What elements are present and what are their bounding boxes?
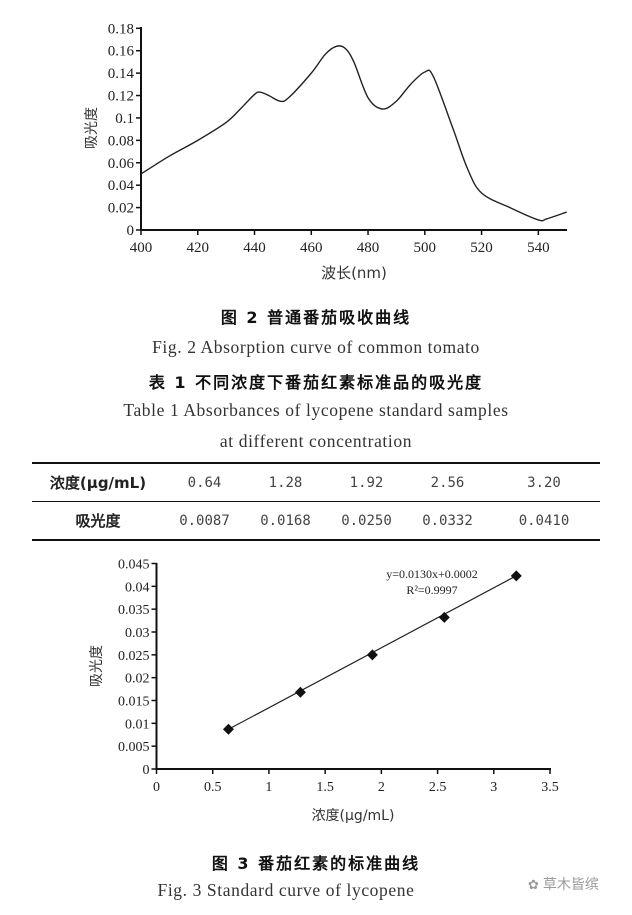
table-cell: 0.0410 <box>488 501 600 541</box>
table-row-concentration: 浓度(μg/mL) 0.64 1.28 1.92 2.56 3.20 <box>32 462 600 502</box>
table-row-absorbance: 吸光度 0.0087 0.0168 0.0250 0.0332 0.0410 <box>32 501 600 541</box>
figure-3-standard-curve-chart: 0 0.005 0.01 0.015 0.02 0.025 0.03 0.035 0.04 0.0… <box>89 558 559 825</box>
x-ticks: 0 0.5 1 1.5 2 2.5 3 3.5 <box>153 769 559 795</box>
figure-3-caption-cn: 图 3 番茄红素的标准曲线 <box>211 854 421 873</box>
wechat-icon: ✿ <box>528 878 539 893</box>
diamond-marker <box>510 570 522 582</box>
diamond-marker <box>294 686 306 698</box>
x-tick-label: 500 <box>414 240 437 256</box>
diamond-marker <box>222 723 234 735</box>
table-cell: 0.0087 <box>164 501 245 541</box>
figure-2-caption-cn: 图 2 普通番茄吸收曲线 <box>220 308 412 327</box>
y-tick-label: 0.1 <box>115 111 134 127</box>
y-tick-label: 0.01 <box>125 717 150 732</box>
y-tick-label: 0.06 <box>108 156 135 172</box>
x-axis-label: 浓度(μg/mL) <box>312 808 395 824</box>
y-tick-label: 0.025 <box>118 649 150 664</box>
y-tick-label: 0.03 <box>125 626 150 641</box>
table-cell: 3.20 <box>488 462 600 502</box>
row-header: 吸光度 <box>32 501 164 541</box>
y-ticks: 0 0.005 0.01 0.015 0.02 0.025 0.03 0.035 0.04 0.0… <box>118 558 157 778</box>
y-tick-label: 0.04 <box>108 178 135 194</box>
y-tick-label: 0.035 <box>118 603 150 618</box>
x-tick-label: 2.5 <box>429 780 447 795</box>
watermark-text: 草木皆缤 <box>542 877 599 893</box>
x-tick-label: 0.5 <box>204 780 222 795</box>
y-tick-label: 0.02 <box>108 201 134 217</box>
figure-3-caption-en: Fig. 3 Standard curve of lycopene <box>157 880 415 900</box>
y-tick-label: 0 <box>143 763 150 778</box>
x-tick-label: 460 <box>300 240 323 256</box>
diamond-marker <box>438 611 450 623</box>
figure-2-absorption-chart: 0 0.02 0.04 0.06 0.08 0.1 0.12 0.14 0.16 0.18 400… <box>84 21 567 282</box>
y-tick-label: 0.015 <box>118 695 150 710</box>
y-tick-label: 0.14 <box>108 66 135 82</box>
table-1-caption-en-line1: Table 1 Absorbances of lycopene standard… <box>123 400 509 420</box>
x-tick-label: 1 <box>265 780 272 795</box>
row-header: 浓度(μg/mL) <box>32 462 164 502</box>
x-tick-label: 480 <box>357 240 380 256</box>
watermark: ✿ 草木皆缤 <box>528 874 599 894</box>
x-tick-label: 420 <box>187 240 210 256</box>
x-tick-label: 1.5 <box>316 780 334 795</box>
y-tick-label: 0.005 <box>118 740 150 755</box>
r-squared-label: R²=0.9997 <box>406 583 457 597</box>
x-tick-label: 540 <box>527 240 550 256</box>
y-tick-label: 0.02 <box>125 672 150 687</box>
table-1-caption-en-line2: at different concentration <box>219 431 413 451</box>
table-cell: 0.0168 <box>245 501 326 541</box>
x-ticks: 400 420 440 460 480 500 520 540 <box>130 230 550 256</box>
x-tick-label: 3.5 <box>541 780 559 795</box>
table-1-caption-cn: 表 1 不同浓度下番茄红素标准品的吸光度 <box>148 373 484 392</box>
y-tick-label: 0.12 <box>108 89 134 105</box>
y-tick-label: 0.16 <box>108 44 135 60</box>
table-cell: 1.92 <box>326 462 407 502</box>
data-points <box>222 570 522 735</box>
diamond-marker <box>366 649 378 661</box>
y-tick-label: 0 <box>127 223 135 239</box>
x-tick-label: 400 <box>130 240 153 256</box>
x-tick-label: 440 <box>243 240 266 256</box>
table-cell: 0.0332 <box>407 501 488 541</box>
axes <box>155 563 551 770</box>
axes <box>140 27 567 231</box>
x-tick-label: 520 <box>470 240 493 256</box>
x-tick-label: 2 <box>378 780 385 795</box>
y-tick-label: 0.08 <box>108 133 134 149</box>
y-tick-label: 0.04 <box>125 580 150 595</box>
x-axis-label: 波长(nm) <box>321 264 387 282</box>
y-axis-label: 吸光度 <box>84 107 100 149</box>
y-tick-label: 0.18 <box>108 21 134 37</box>
absorption-curve <box>140 45 567 222</box>
y-ticks: 0 0.02 0.04 0.06 0.08 0.1 0.12 0.14 0.16 0.18 <box>108 21 141 239</box>
y-tick-label: 0.045 <box>118 558 150 573</box>
table-1-absorbances: 浓度(μg/mL) 0.64 1.28 1.92 2.56 3.20 吸光度 0… <box>32 462 600 541</box>
table-cell: 1.28 <box>245 462 326 502</box>
y-axis-label: 吸光度 <box>89 645 105 687</box>
figure-2-caption-en: Fig. 2 Absorption curve of common tomato <box>152 337 480 357</box>
x-tick-label: 0 <box>153 780 160 795</box>
table-cell: 0.0250 <box>326 501 407 541</box>
x-tick-label: 3 <box>490 780 497 795</box>
table-cell: 0.64 <box>164 462 245 502</box>
table-cell: 2.56 <box>407 462 488 502</box>
equation-label: y=0.0130x+0.0002 <box>386 567 478 581</box>
